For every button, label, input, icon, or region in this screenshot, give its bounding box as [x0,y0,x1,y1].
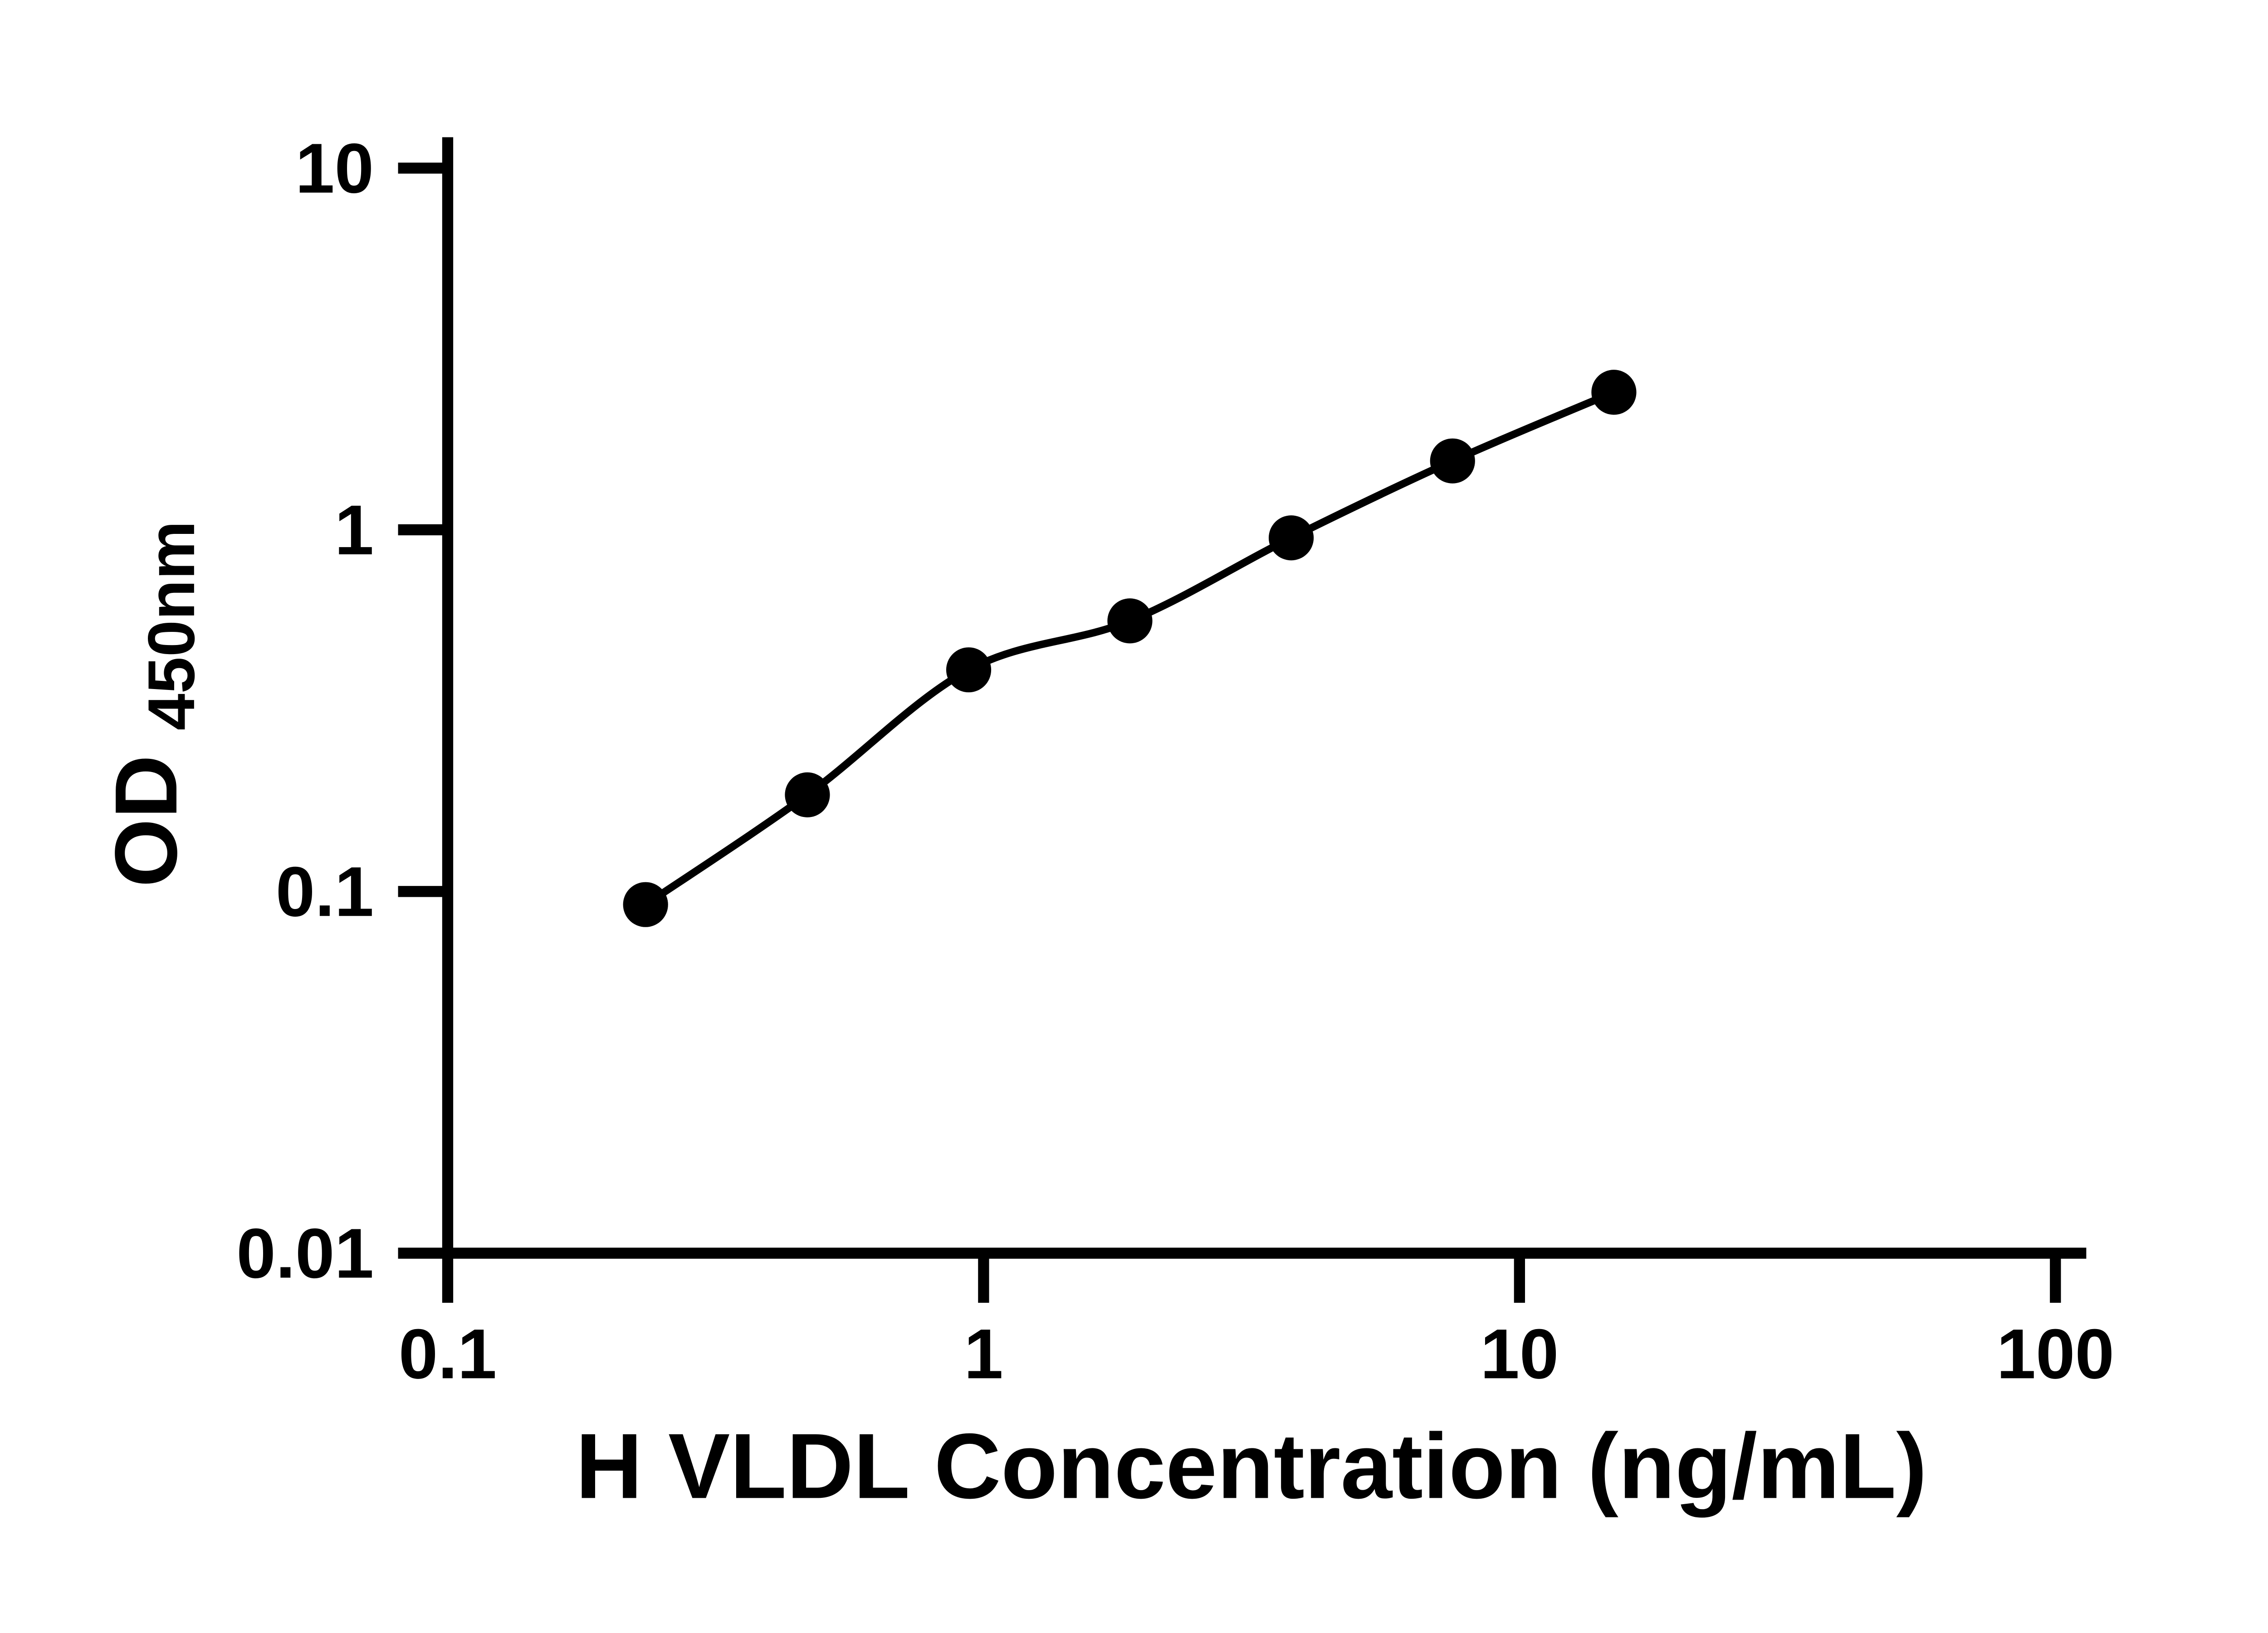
x-tick-label: 1 [964,1314,1003,1393]
data-point [1107,598,1153,644]
plot-area: 0.1 1 10 100 0.01 0.1 1 10 [236,129,2114,1393]
x-tick-label: 10 [1480,1314,1559,1393]
data-point [1430,438,1475,484]
data-point [785,772,830,817]
data-point [1591,370,1637,415]
axes-lines [442,137,2087,1259]
x-axis-title: H VLDL Concentration (ng/mL) [576,1414,1927,1518]
y-tick-label: 0.01 [236,1214,374,1293]
y-axis-title-main: OD [97,755,196,887]
x-tick-label: 0.1 [399,1314,497,1393]
y-tick-label: 1 [335,490,374,569]
data-point [946,647,992,693]
y-axis-title: OD 450nm [97,521,208,887]
y-tick-label: 0.1 [276,852,374,931]
y-tick-label: 10 [295,129,374,208]
x-tick-label: 100 [1997,1314,2115,1393]
y-axis-title-sub: 450nm [134,521,208,730]
data-point [623,882,668,927]
data-point [1268,515,1314,561]
